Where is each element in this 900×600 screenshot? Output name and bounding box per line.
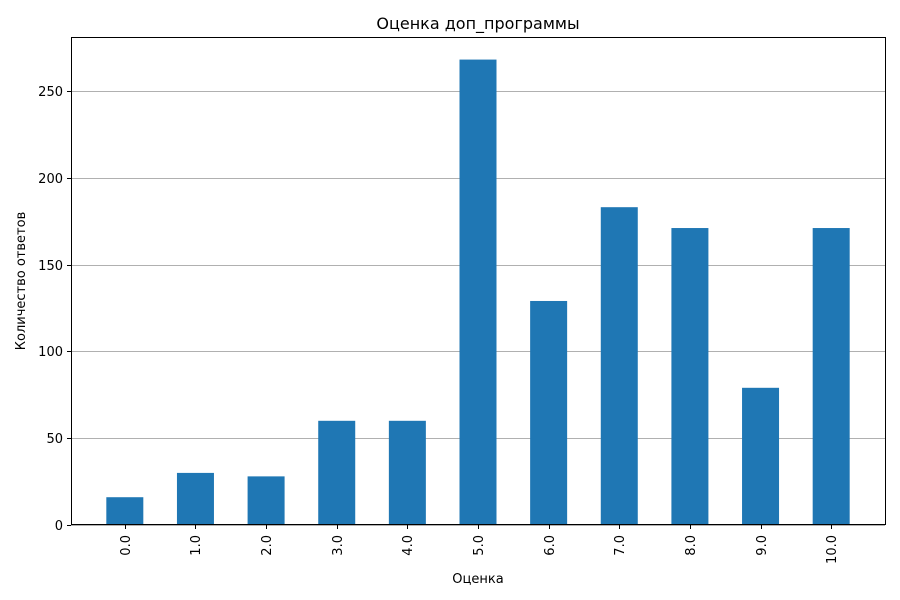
bar-5.0: [459, 59, 497, 526]
chart-title: Оценка доп_программы: [376, 14, 579, 34]
bar-7.0: [600, 207, 638, 525]
x-axis-label: Оценка: [452, 572, 503, 587]
x-tick-label: 2.0: [260, 535, 275, 556]
bar-2.0: [247, 476, 285, 525]
bar-0.0: [106, 497, 144, 525]
y-tick-label: 0: [55, 519, 63, 534]
x-tick-label: 0.0: [119, 535, 134, 556]
y-tick-label: 150: [38, 259, 63, 274]
x-tick-label: 6.0: [543, 535, 558, 556]
y-axis-ticks: 0 50 100 150 200 250: [38, 85, 71, 534]
bar-1.0: [176, 472, 214, 525]
y-axis-label: Количество ответов: [14, 212, 29, 350]
x-axis-ticks: 0.0 1.0 2.0 3.0 4.0 5.0 6.0 7.0 8.0 9.0 10.0: [119, 525, 840, 564]
bar-8.0: [671, 228, 709, 525]
bar-6.0: [530, 300, 568, 525]
x-tick-label: 10.0: [825, 535, 840, 564]
plot-frame: [71, 37, 886, 525]
x-tick-label: 8.0: [684, 535, 699, 556]
x-tick-label: 5.0: [472, 535, 487, 556]
bar-10.0: [812, 228, 850, 525]
x-tick-label: 3.0: [331, 535, 346, 556]
y-tick-label: 50: [46, 432, 63, 447]
x-tick-label: 4.0: [401, 535, 416, 556]
x-tick-label: 9.0: [755, 535, 770, 556]
x-tick-label: 7.0: [613, 535, 628, 556]
y-tick-label: 100: [38, 345, 63, 360]
bar-9.0: [742, 387, 780, 525]
bar-4.0: [388, 420, 426, 525]
bars: [106, 59, 850, 526]
x-tick-label: 1.0: [189, 535, 204, 556]
bar-3.0: [318, 420, 356, 525]
y-tick-label: 250: [38, 85, 63, 100]
y-tick-label: 200: [38, 172, 63, 187]
